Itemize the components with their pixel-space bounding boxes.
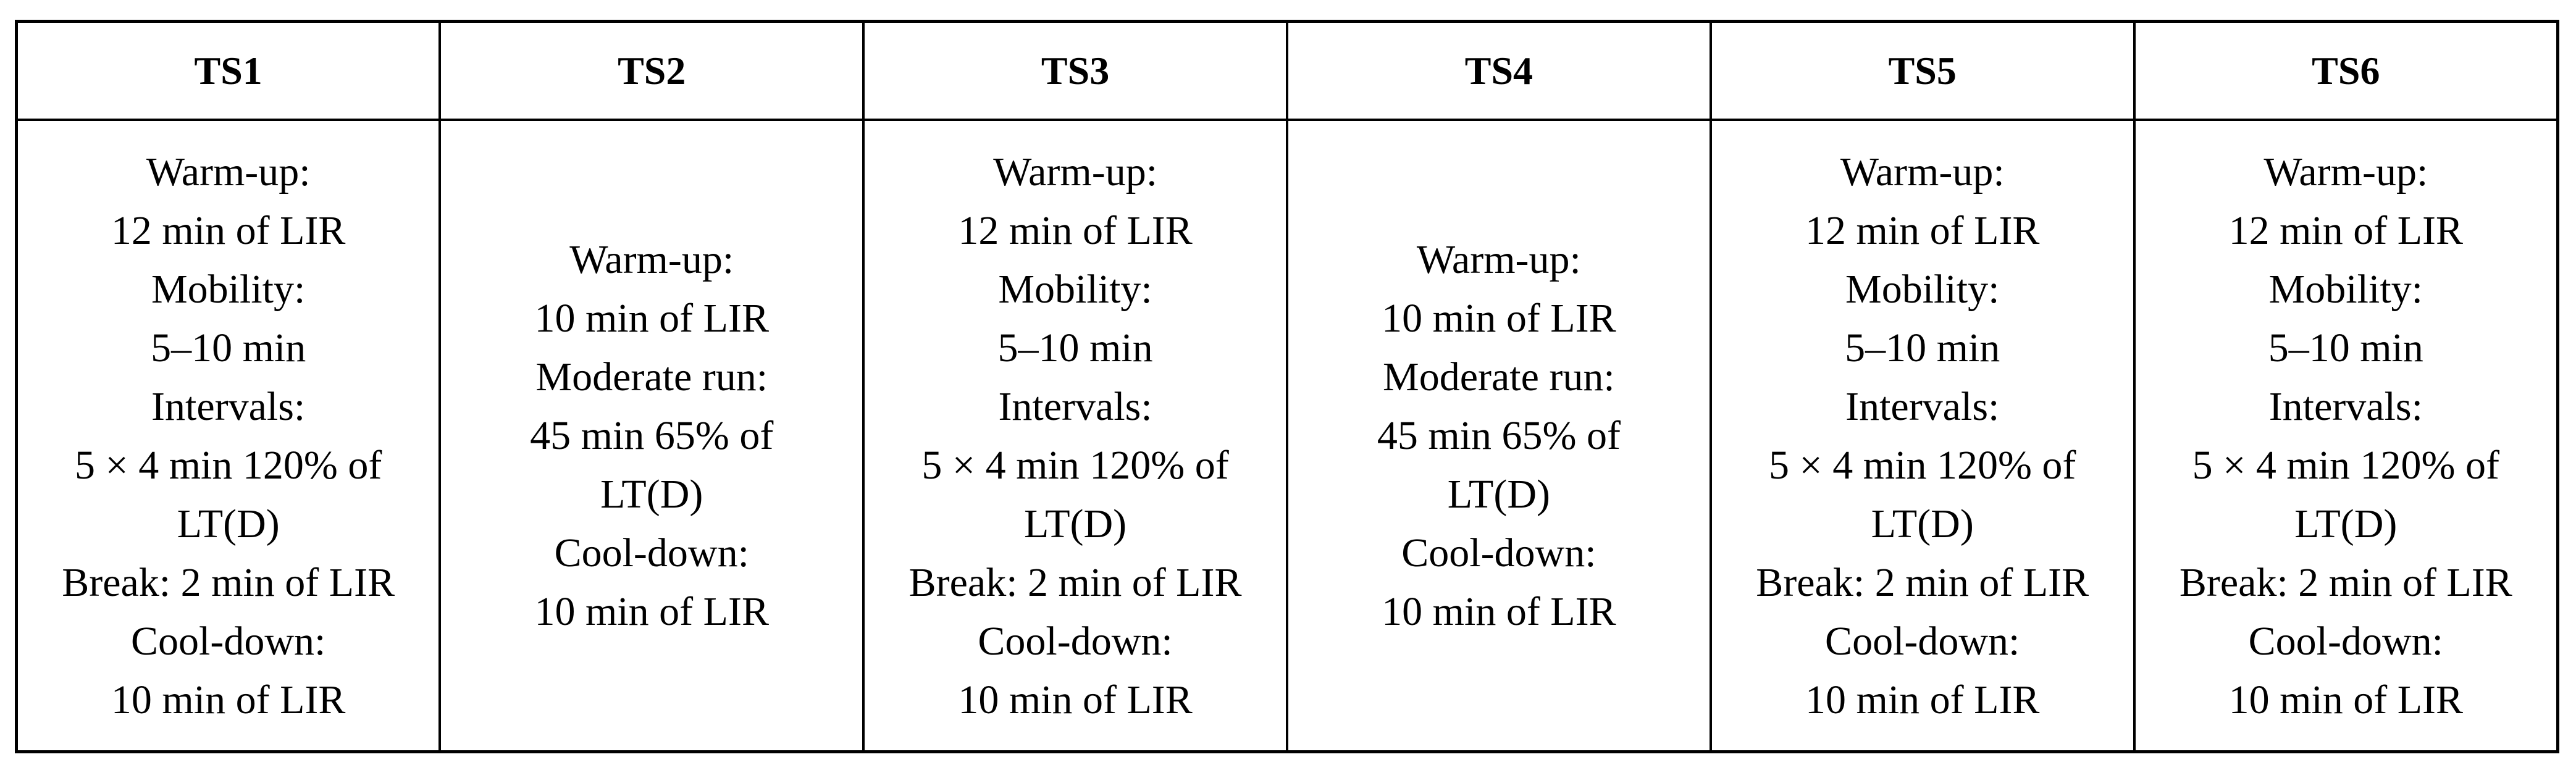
session-line: 45 min 65% of [1377, 413, 1621, 458]
session-line: 5–10 min [997, 325, 1153, 370]
session-line: Cool-down: [554, 530, 749, 575]
session-line: Mobility: [998, 266, 1152, 312]
session-line: 5–10 min [1845, 325, 2000, 370]
session-line: 12 min of LIR [111, 207, 346, 253]
session-cell-ts2: Warm-up: 10 min of LIR Moderate run: 45 … [438, 119, 865, 753]
session-line: 5–10 min [151, 325, 306, 370]
session-line: Cool-down: [2248, 618, 2443, 664]
column-header-ts6: TS6 [2133, 20, 2559, 121]
session-line: 45 min 65% of [530, 413, 774, 458]
column-header-ts5: TS5 [1709, 20, 2136, 121]
session-line: 5 × 4 min 120% of [921, 442, 1229, 488]
column-header-ts4: TS4 [1285, 20, 1712, 121]
session-line: LT(D) [600, 472, 703, 517]
session-line: Cool-down: [130, 618, 326, 664]
session-description: Warm-up: 12 min of LIR Mobility: 5–10 mi… [2136, 143, 2556, 729]
session-line: Intervals: [2268, 383, 2423, 429]
session-line: Warm-up: [569, 237, 734, 282]
session-line: 12 min of LIR [958, 207, 1193, 253]
column-header-ts2: TS2 [438, 20, 865, 121]
session-line: Warm-up: [146, 149, 311, 195]
session-line: Warm-up: [1840, 149, 2005, 195]
session-line: 12 min of LIR [1805, 207, 2040, 253]
session-line: 10 min of LIR [111, 677, 346, 722]
session-line: Intervals: [998, 383, 1152, 429]
training-sessions-table-container: TS1 TS2 TS3 TS4 TS5 TS6 Warm-up: 12 min … [15, 20, 2559, 753]
table-row: Warm-up: 12 min of LIR Mobility: 5–10 mi… [15, 119, 2559, 753]
session-line: 10 min of LIR [534, 296, 769, 341]
session-line: 5 × 4 min 120% of [74, 442, 382, 488]
session-line: Warm-up: [2263, 149, 2428, 195]
session-line: 10 min of LIR [2228, 677, 2464, 722]
session-line: Warm-up: [993, 149, 1158, 195]
session-line: Warm-up: [1416, 237, 1581, 282]
session-description: Warm-up: 10 min of LIR Moderate run: 45 … [441, 230, 862, 641]
session-line: Mobility: [151, 266, 306, 312]
session-cell-ts5: Warm-up: 12 min of LIR Mobility: 5–10 mi… [1709, 119, 2136, 753]
session-line: Mobility: [2268, 266, 2423, 312]
table-header-row: TS1 TS2 TS3 TS4 TS5 TS6 [15, 20, 2559, 121]
session-line: Moderate run: [535, 354, 768, 400]
session-line: 10 min of LIR [1382, 296, 1616, 341]
session-line: 10 min of LIR [534, 589, 769, 634]
session-description: Warm-up: 12 min of LIR Mobility: 5–10 mi… [865, 143, 1286, 729]
session-line: Mobility: [1845, 266, 2000, 312]
session-line: 10 min of LIR [1382, 589, 1616, 634]
session-line: LT(D) [1023, 501, 1127, 546]
session-cell-ts3: Warm-up: 12 min of LIR Mobility: 5–10 mi… [862, 119, 1288, 753]
session-line: Cool-down: [978, 618, 1173, 664]
session-description: Warm-up: 12 min of LIR Mobility: 5–10 mi… [18, 143, 438, 729]
session-line: 12 min of LIR [2228, 207, 2464, 253]
session-line: Break: 2 min of LIR [62, 559, 395, 605]
session-cell-ts1: Warm-up: 12 min of LIR Mobility: 5–10 mi… [15, 119, 442, 753]
session-line: Intervals: [1845, 383, 2000, 429]
session-cell-ts6: Warm-up: 12 min of LIR Mobility: 5–10 mi… [2133, 119, 2559, 753]
session-line: 10 min of LIR [1805, 677, 2040, 722]
session-description: Warm-up: 12 min of LIR Mobility: 5–10 mi… [1712, 143, 2133, 729]
training-sessions-table: TS1 TS2 TS3 TS4 TS5 TS6 Warm-up: 12 min … [15, 20, 2559, 753]
session-line: Cool-down: [1401, 530, 1596, 575]
session-line: LT(D) [1871, 501, 1974, 546]
session-cell-ts4: Warm-up: 10 min of LIR Moderate run: 45 … [1285, 119, 1712, 753]
session-line: Intervals: [151, 383, 306, 429]
session-description: Warm-up: 10 min of LIR Moderate run: 45 … [1288, 230, 1710, 641]
session-line: Break: 2 min of LIR [2179, 559, 2512, 605]
session-line: LT(D) [2294, 501, 2398, 546]
session-line: 5–10 min [2268, 325, 2423, 370]
column-header-ts3: TS3 [862, 20, 1288, 121]
session-line: Cool-down: [1825, 618, 2020, 664]
session-line: 10 min of LIR [958, 677, 1193, 722]
column-header-ts1: TS1 [15, 20, 442, 121]
session-line: 5 × 4 min 120% of [1769, 442, 2076, 488]
session-line: Break: 2 min of LIR [1756, 559, 2089, 605]
session-line: Break: 2 min of LIR [908, 559, 1242, 605]
session-line: Moderate run: [1383, 354, 1615, 400]
session-line: 5 × 4 min 120% of [2192, 442, 2499, 488]
session-line: LT(D) [1447, 472, 1550, 517]
session-line: LT(D) [177, 501, 280, 546]
